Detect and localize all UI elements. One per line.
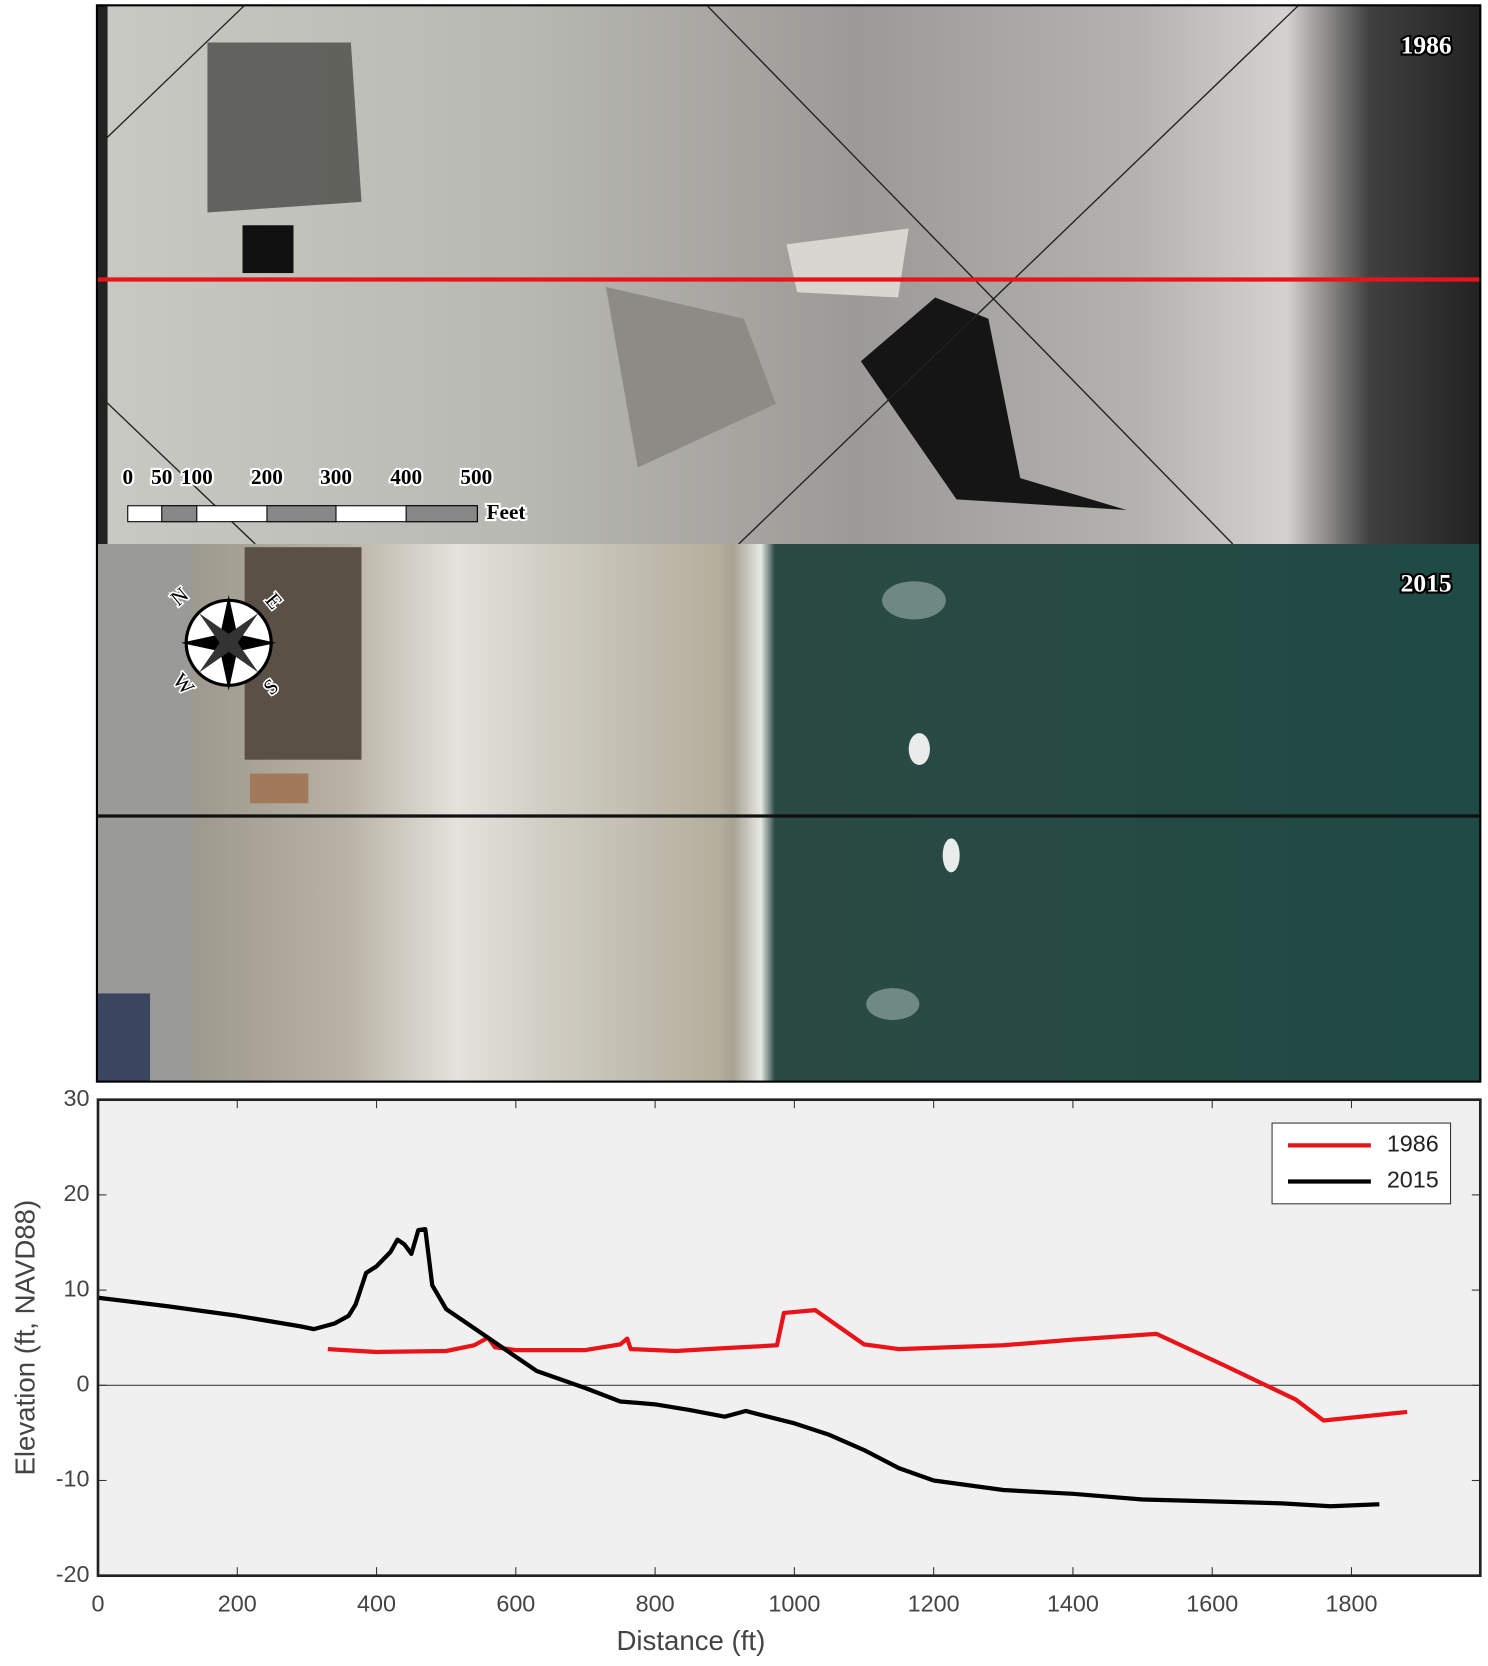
dark-edge bbox=[96, 5, 108, 544]
x-tick-label: 1800 bbox=[1325, 1591, 1377, 1617]
seam-line bbox=[738, 4, 1300, 545]
scale-unit: Feet bbox=[487, 500, 526, 524]
x-tick-label: 800 bbox=[636, 1591, 675, 1617]
plot-area bbox=[98, 1099, 1481, 1576]
vegetation bbox=[207, 42, 362, 213]
scale-label: 200 bbox=[251, 465, 283, 489]
legend: 1986 2015 bbox=[1271, 1122, 1452, 1205]
x-tick-label: 1400 bbox=[1047, 1591, 1099, 1617]
plot-frame bbox=[96, 1098, 1482, 1578]
y-tick-label: 0 bbox=[77, 1370, 90, 1396]
building bbox=[249, 773, 309, 804]
y-axis-label: Elevation (ft, NAVD88) bbox=[9, 1200, 40, 1476]
y-tick-label: -20 bbox=[56, 1561, 90, 1587]
y-tick-label: 30 bbox=[64, 1085, 90, 1111]
scale-label: 400 bbox=[390, 465, 422, 489]
x-tick-label: 600 bbox=[496, 1591, 535, 1617]
legend-label: 2015 bbox=[1387, 1167, 1439, 1193]
x-axis-label: Distance (ft) bbox=[616, 1625, 765, 1656]
scale-bar: Feet 0 50 100 200 300 400 500 bbox=[120, 463, 527, 526]
dark-area bbox=[860, 297, 1127, 510]
scale-label: 0 bbox=[122, 465, 133, 489]
series-line bbox=[97, 1227, 1380, 1509]
scale-label: 300 bbox=[320, 465, 352, 489]
x-tick-label: 400 bbox=[357, 1591, 396, 1617]
x-tick-label: 1200 bbox=[908, 1591, 960, 1617]
photo-1986: 1986 Feet 0 50 100 200 300 400 500 bbox=[96, 4, 1481, 545]
scale-label: 50 bbox=[151, 465, 172, 489]
chart: Distance (ft) Elevation (ft, NAVD88) 0 20… bbox=[9, 1085, 1482, 1656]
y-tick-label: -10 bbox=[56, 1466, 90, 1492]
x-tick-label: 0 bbox=[92, 1591, 105, 1617]
x-tick-label: 1000 bbox=[768, 1591, 820, 1617]
surf bbox=[908, 733, 930, 765]
seam-line bbox=[106, 4, 246, 139]
x-tick-label: 1600 bbox=[1186, 1591, 1238, 1617]
photo-2015: 2015 N E S W bbox=[96, 544, 1481, 1082]
building bbox=[96, 993, 151, 1082]
urban-area bbox=[96, 544, 193, 1082]
scale-label: 500 bbox=[460, 465, 492, 489]
building bbox=[242, 225, 294, 274]
scale-segment bbox=[405, 505, 478, 523]
surf bbox=[942, 838, 960, 873]
legend-box bbox=[1271, 1122, 1452, 1205]
compass-star bbox=[198, 613, 259, 673]
x-tick-label: 200 bbox=[218, 1591, 257, 1617]
photo-year: 1986 bbox=[1401, 31, 1452, 60]
legend-label: 1986 bbox=[1387, 1131, 1439, 1157]
y-tick-label: 20 bbox=[64, 1180, 90, 1206]
y-tick-label: 10 bbox=[64, 1275, 90, 1301]
seam-line bbox=[706, 4, 1234, 545]
surf bbox=[866, 988, 920, 1020]
scale-segment bbox=[161, 505, 198, 523]
photo-year: 2015 bbox=[1401, 568, 1452, 597]
vegetation bbox=[605, 286, 776, 468]
scale-segment bbox=[266, 505, 337, 523]
scale-label: 100 bbox=[181, 465, 213, 489]
surf bbox=[882, 581, 946, 620]
photo-frame bbox=[95, 4, 1482, 1083]
